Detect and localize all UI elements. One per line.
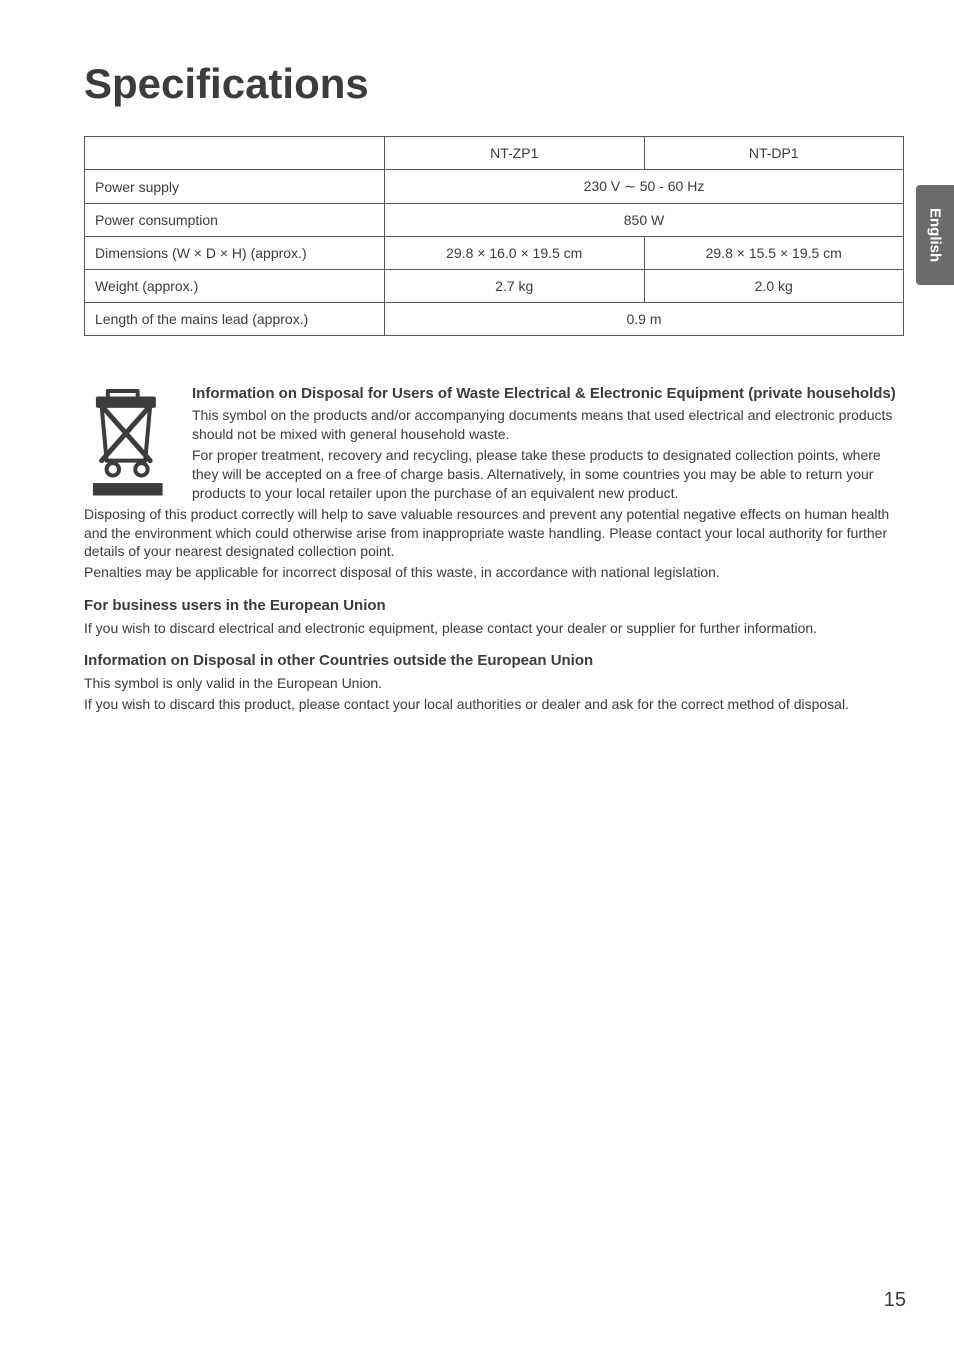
disposal-paragraph: This symbol on the products and/or accom…: [84, 406, 904, 444]
disposal-paragraph: Disposing of this product correctly will…: [84, 505, 904, 562]
language-tab[interactable]: English: [916, 185, 954, 285]
row-label: Dimensions (W × D × H) (approx.): [85, 237, 385, 270]
disposal-paragraph: This symbol is only valid in the Europea…: [84, 674, 904, 693]
disposal-heading-2: For business users in the European Union: [84, 596, 904, 616]
disposal-heading-1: Information on Disposal for Users of Was…: [84, 384, 904, 404]
weee-bin-icon: [84, 386, 174, 498]
row-label: Length of the mains lead (approx.): [85, 303, 385, 336]
table-header-row: NT-ZP1 NT-DP1: [85, 137, 904, 170]
row-value: 0.9 m: [385, 303, 904, 336]
table-row: Power consumption 850 W: [85, 204, 904, 237]
row-value-1: 29.8 × 16.0 × 19.5 cm: [385, 237, 645, 270]
row-label: Power supply: [85, 170, 385, 204]
disposal-section: Information on Disposal for Users of Was…: [84, 384, 904, 713]
disposal-paragraph: Penalties may be applicable for incorrec…: [84, 563, 904, 582]
row-value: 850 W: [385, 204, 904, 237]
table-row: Power supply 230 V ∼ 50 - 60 Hz: [85, 170, 904, 204]
page-title: Specifications: [84, 60, 906, 108]
table-row: Length of the mains lead (approx.) 0.9 m: [85, 303, 904, 336]
disposal-paragraph: If you wish to discard electrical and el…: [84, 619, 904, 638]
row-value-1: 2.7 kg: [385, 270, 645, 303]
table-row: Weight (approx.) 2.7 kg 2.0 kg: [85, 270, 904, 303]
table-row: Dimensions (W × D × H) (approx.) 29.8 × …: [85, 237, 904, 270]
page-number: 15: [884, 1289, 906, 1312]
row-value-2: 29.8 × 15.5 × 19.5 cm: [644, 237, 904, 270]
row-label: Weight (approx.): [85, 270, 385, 303]
disposal-paragraph: For proper treatment, recovery and recyc…: [84, 446, 904, 503]
disposal-paragraph: If you wish to discard this product, ple…: [84, 695, 904, 714]
header-model-1: NT-ZP1: [385, 137, 645, 170]
header-model-2: NT-DP1: [644, 137, 904, 170]
row-value: 230 V ∼ 50 - 60 Hz: [385, 170, 904, 204]
header-blank: [85, 137, 385, 170]
row-label: Power consumption: [85, 204, 385, 237]
disposal-heading-3: Information on Disposal in other Countri…: [84, 651, 904, 671]
specifications-table: NT-ZP1 NT-DP1 Power supply 230 V ∼ 50 - …: [84, 136, 904, 336]
row-value-2: 2.0 kg: [644, 270, 904, 303]
